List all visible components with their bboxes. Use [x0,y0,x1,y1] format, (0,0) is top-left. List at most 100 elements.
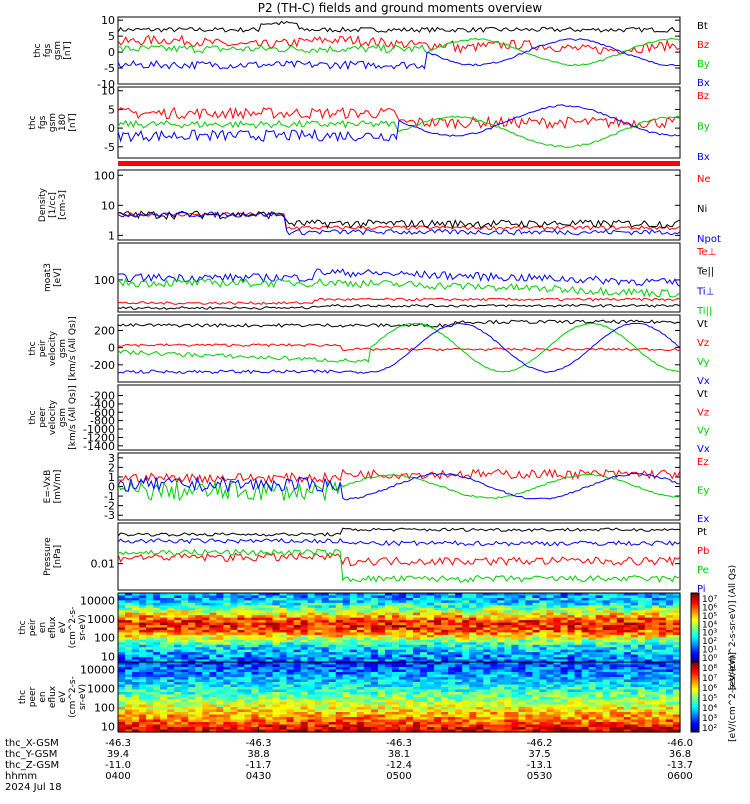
heatmap-cell [623,717,632,721]
heatmap-cell [139,612,147,616]
heatmap-cell [553,669,562,673]
heatmap-cell [363,704,372,708]
heatmap-cell [399,677,407,681]
heatmap-cell [546,622,555,626]
heatmap-cell [637,669,646,673]
heatmap-cell [455,642,463,646]
y-axis-label: E=-VxB [43,470,53,504]
heatmap-cell [574,679,583,683]
heatmap-cell [342,657,351,661]
heatmap-cell [476,684,484,688]
heatmap-cell [125,694,133,698]
y-axis-label: peer [28,686,38,707]
heatmap-cell [672,727,681,731]
heatmap-cell [265,697,274,701]
heatmap-cell [658,684,667,688]
heatmap-cell [616,659,625,663]
heatmap-cell [518,672,527,676]
heatmap-cell [560,649,569,653]
heatmap-cell [300,689,309,693]
heatmap-cell [595,709,604,713]
heatmap-cell [623,709,632,713]
heatmap-cell [476,634,484,638]
heatmap-cell [441,702,449,706]
heatmap-cell [377,679,386,683]
heatmap-cell [160,709,168,713]
heatmap-cell [202,615,210,619]
heatmap-cell [448,632,456,636]
heatmap-cell [630,654,639,658]
heatmap-cell [342,595,351,599]
heatmap-cell [377,620,386,624]
heatmap-cell [490,679,498,683]
heatmap-cell [595,622,604,626]
colorbar-cell [691,649,699,653]
heatmap-cell [630,610,639,614]
heatmap-cell [335,617,344,621]
heatmap-cell [286,682,295,686]
heatmap-cell [160,649,168,653]
heatmap-cell [532,719,541,723]
heatmap-cell [286,724,295,728]
heatmap-cell [651,704,660,708]
heatmap-cell [223,639,231,643]
heatmap-cell [420,689,428,693]
heatmap-cell [363,724,372,728]
heatmap-cell [230,600,239,604]
heatmap-cell [532,722,541,726]
heatmap-cell [427,662,435,666]
heatmap-cell [651,647,660,651]
heatmap-cell [230,712,239,716]
colorbar-tick-label: 10² [702,724,717,734]
heatmap-cell [384,709,393,713]
colorbar-cell [691,690,699,693]
heatmap-cell [279,672,288,676]
heatmap-cell [167,697,175,701]
heatmap-cell [406,615,414,619]
heatmap-cell [181,712,189,716]
heatmap-cell [223,694,231,698]
heatmap-cell [462,644,470,648]
heatmap-cell [441,669,449,673]
heatmap-cell [118,593,126,597]
heatmap-cell [244,664,253,668]
heatmap-cell [518,622,527,626]
heatmap-cell [146,625,154,629]
heatmap-cell [546,692,555,696]
heatmap-cell [216,593,224,597]
heatmap-cell [202,612,210,616]
heatmap-cell [560,617,569,621]
heatmap-cell [209,637,217,641]
heatmap-cell [525,605,534,609]
heatmap-cell [560,593,569,597]
heatmap-cell [391,634,400,638]
heatmap-cell [504,637,512,641]
heatmap-cell [623,644,632,648]
heatmap-cell [476,722,484,726]
heatmap-cell [363,659,372,663]
heatmap-cell [167,729,175,733]
heatmap-cell [616,654,625,658]
heatmap-cell [532,679,541,683]
heatmap-cell [195,632,203,636]
heatmap-cell [349,620,358,624]
heatmap-cell [174,632,182,636]
heatmap-cell [293,687,302,691]
heatmap-cell [665,724,674,728]
heatmap-cell [525,657,534,661]
heatmap-cell [434,622,442,626]
heatmap-cell [427,620,435,624]
heatmap-cell [167,682,175,686]
heatmap-cell [644,664,653,668]
heatmap-cell [637,712,646,716]
heatmap-cell [286,687,295,691]
heatmap-cell [567,627,576,631]
heatmap-cell [356,717,365,721]
heatmap-cell [413,714,421,718]
heatmap-cell [483,702,491,706]
heatmap-cell [420,622,428,626]
heatmap-cell [427,644,435,648]
heatmap-cell [595,632,604,636]
heatmap-cell [490,595,498,599]
heatmap-cell [139,593,147,597]
